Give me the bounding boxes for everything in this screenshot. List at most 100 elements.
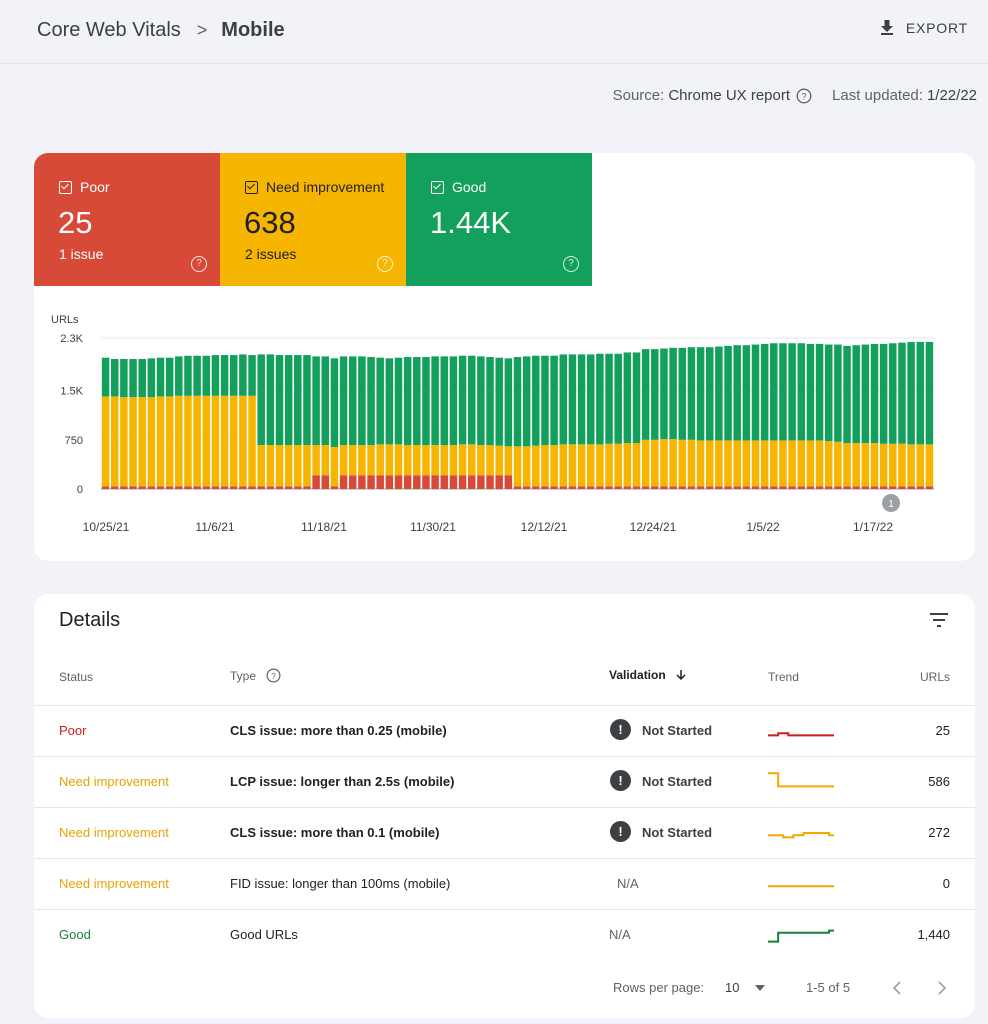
bar-good	[129, 359, 137, 398]
help-icon[interactable]: ?	[191, 256, 207, 272]
bar-good	[751, 344, 760, 441]
bar-poor	[147, 486, 156, 489]
bar-good	[651, 349, 659, 440]
bar-good	[275, 355, 284, 446]
bar-poor	[495, 475, 503, 489]
bar-need-improvement	[861, 443, 870, 487]
bar-good	[266, 354, 275, 446]
checkbox-icon[interactable]	[245, 180, 258, 194]
bar-poor	[101, 486, 110, 489]
bar-poor	[889, 486, 897, 489]
rows-per-page-select[interactable]: 10	[725, 980, 766, 995]
bar-need-improvement	[449, 445, 458, 476]
bar-good	[522, 356, 531, 447]
chevron-left-icon[interactable]	[892, 981, 902, 995]
bar-need-improvement	[705, 440, 714, 487]
col-type-header: Type ?	[230, 668, 281, 683]
need-improvement-tile[interactable]: Need improvement 638 2 issues ?	[220, 153, 406, 286]
bar-poor	[367, 475, 375, 489]
bar-need-improvement	[678, 439, 687, 487]
bar-poor	[403, 475, 412, 489]
bar-need-improvement	[577, 444, 586, 487]
row-trend-sparkline	[768, 929, 834, 943]
bar-poor	[303, 486, 311, 489]
bar-need-improvement	[724, 440, 732, 487]
bar-good	[193, 355, 201, 396]
bar-poor	[477, 475, 485, 489]
bar-poor	[660, 486, 668, 489]
bar-poor	[870, 486, 879, 489]
bar-need-improvement	[815, 440, 824, 487]
bar-need-improvement	[715, 440, 723, 487]
bar-good	[696, 347, 705, 441]
good-tile[interactable]: Good 1.44K ?	[406, 153, 592, 286]
bar-good	[229, 355, 238, 396]
bar-need-improvement	[239, 395, 247, 487]
bar-good	[110, 359, 119, 397]
row-urls: 1,440	[917, 927, 950, 942]
bar-poor	[532, 486, 540, 489]
bar-poor	[239, 486, 247, 489]
bar-poor	[458, 475, 467, 489]
bar-need-improvement	[202, 395, 211, 487]
bar-need-improvement	[193, 395, 201, 487]
bar-poor	[925, 486, 934, 489]
bar-need-improvement	[376, 444, 384, 476]
table-row[interactable]: Poor CLS issue: more than 0.25 (mobile)! N…	[34, 705, 975, 756]
bar-need-improvement	[596, 444, 604, 487]
col-validation-header[interactable]: Validation	[609, 668, 686, 682]
bar-good	[239, 354, 247, 396]
bar-good	[559, 354, 568, 445]
bar-good	[834, 344, 842, 442]
chevron-right-icon[interactable]	[937, 981, 947, 995]
bar-poor	[513, 486, 522, 489]
checkbox-icon[interactable]	[431, 180, 444, 194]
bar-good	[742, 345, 751, 441]
bar-good	[678, 347, 687, 440]
bar-poor	[623, 486, 632, 489]
bar-good	[577, 354, 586, 445]
bar-need-improvement	[925, 444, 934, 487]
bar-poor	[138, 486, 146, 489]
bar-good	[358, 356, 366, 446]
chevron-right-icon: >	[196, 20, 208, 40]
bar-need-improvement	[522, 446, 531, 487]
checkbox-icon[interactable]	[59, 180, 72, 194]
bar-good	[660, 348, 668, 440]
table-row[interactable]: Need improvement CLS issue: more than 0.1…	[34, 807, 975, 858]
bar-poor	[229, 486, 238, 489]
bar-good	[175, 356, 183, 396]
bar-need-improvement	[156, 396, 165, 487]
bar-good	[605, 353, 613, 444]
sparkline-path	[768, 732, 834, 737]
help-icon[interactable]: ?	[563, 256, 579, 272]
bar-need-improvement	[165, 396, 174, 487]
bar-good	[770, 343, 778, 441]
exclamation-icon: !	[610, 821, 631, 842]
bar-need-improvement	[486, 445, 494, 476]
x-tick-label: 1/17/22	[853, 520, 893, 534]
breadcrumb: Core Web Vitals > Mobile	[37, 19, 285, 42]
table-row[interactable]: Need improvement LCP issue: longer than 2…	[34, 756, 975, 807]
x-tick-label: 1/5/22	[746, 520, 780, 534]
help-icon[interactable]: ?	[266, 668, 281, 683]
col-type: Type	[230, 668, 257, 683]
export-button[interactable]: EXPORT	[878, 19, 968, 37]
source-label: Source:	[612, 87, 665, 104]
table-row[interactable]: Good Good URLs N/A 1,440	[34, 909, 975, 960]
help-icon[interactable]: ?	[796, 88, 812, 104]
bar-poor	[467, 475, 476, 489]
rows-per-page-label: Rows per page:	[613, 980, 705, 995]
help-icon[interactable]: ?	[377, 256, 393, 272]
bar-good	[641, 349, 650, 440]
x-tick-label: 12/12/21	[521, 520, 568, 534]
bar-good	[586, 354, 595, 445]
poor-tile[interactable]: Poor 25 1 issue ?	[34, 153, 220, 286]
bar-poor	[678, 486, 687, 489]
bar-poor	[568, 486, 577, 489]
filter-icon[interactable]	[929, 612, 949, 628]
bar-poor	[879, 486, 888, 489]
breadcrumb-parent[interactable]: Core Web Vitals	[37, 19, 181, 41]
table-row[interactable]: Need improvement FID issue: longer than 1…	[34, 858, 975, 909]
urls-chart: URLs 0 750 1.5K 2.3K 10/25/21 11/6/21 11/18/21 1…	[51, 314, 934, 534]
